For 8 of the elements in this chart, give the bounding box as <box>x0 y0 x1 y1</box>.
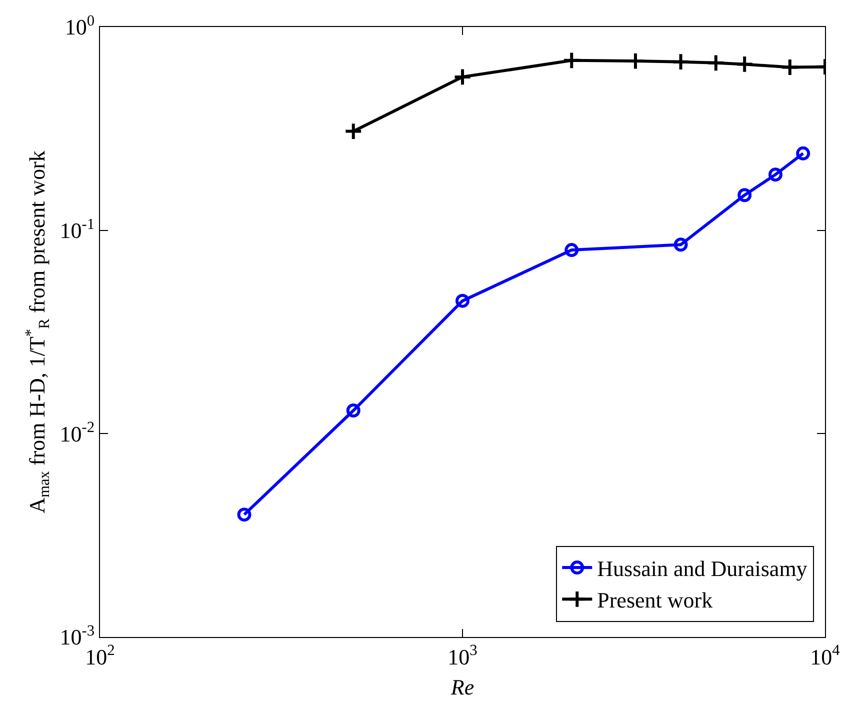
legend-label: Hussain and Duraisamy <box>597 556 808 582</box>
x-tick-label: 10$^{3}$ <box>448 642 478 670</box>
y-tick-label: 10$^{-1}$ <box>60 216 95 244</box>
legend-label: Present work <box>597 588 713 613</box>
x-axis-title: Re <box>450 674 474 700</box>
x-tick-label: 10$^{4}$ <box>810 642 840 670</box>
y-tick-label: 10$^{0}$ <box>64 12 95 40</box>
y-tick-label: 10$^{-2}$ <box>60 419 95 446</box>
